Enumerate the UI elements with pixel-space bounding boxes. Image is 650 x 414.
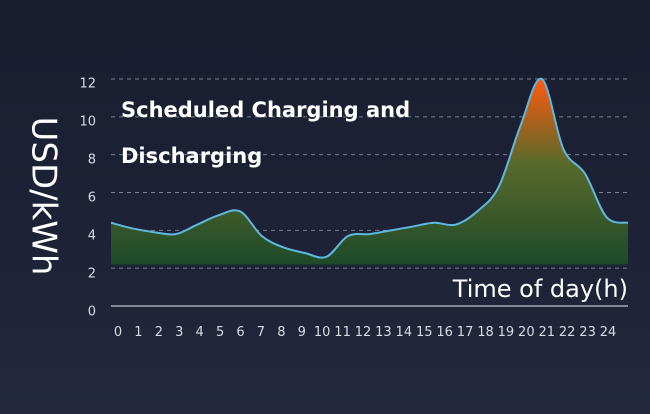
x-tick-label: 7 [257, 325, 265, 340]
x-tick-label: 17 [457, 325, 474, 340]
y-tick-labels: 0 2 4 6 8 10 12 [79, 77, 96, 320]
chart-title-line-1: Scheduled Charging and [121, 98, 410, 122]
y-axis-label: USD/kWh [24, 117, 64, 276]
y-tick-label: 0 [88, 305, 96, 320]
x-tick-label: 24 [600, 325, 617, 340]
x-tick-label: 2 [155, 325, 163, 340]
x-tick-label: 21 [538, 325, 555, 340]
x-tick-label: 16 [436, 325, 453, 340]
x-tick-label: 11 [334, 325, 351, 340]
x-tick-label: 1 [134, 325, 142, 340]
y-tick-label: 4 [88, 229, 96, 244]
x-tick-label: 20 [518, 325, 535, 340]
x-tick-label: 22 [559, 325, 576, 340]
x-tick-label: 5 [216, 325, 224, 340]
x-tick-labels: 0 1 2 3 4 5 6 7 8 9 10 11 12 13 14 15 16 17 18 19 20 21 22 23 24 [114, 325, 616, 340]
x-tick-label: 15 [416, 325, 433, 340]
x-tick-label: 4 [196, 325, 204, 340]
area-layer [110, 77, 629, 265]
x-tick-label: 13 [375, 325, 392, 340]
price-area-fill [111, 78, 628, 265]
x-tick-label: 14 [396, 325, 413, 340]
x-tick-label: 23 [579, 325, 596, 340]
y-tick-label: 2 [88, 267, 96, 282]
x-tick-label: 10 [314, 325, 331, 340]
x-tick-label: 8 [277, 325, 285, 340]
price-line [110, 77, 629, 259]
x-tick-label: 3 [175, 325, 183, 340]
x-tick-label: 19 [498, 325, 515, 340]
x-axis-label: Time of day(h) [452, 275, 628, 303]
y-tick-label: 10 [79, 115, 96, 130]
y-tick-label: 12 [79, 77, 96, 92]
x-tick-label: 18 [477, 325, 494, 340]
x-tick-label: 9 [298, 325, 306, 340]
y-tick-label: 8 [88, 153, 96, 168]
x-tick-label: 0 [114, 325, 122, 340]
x-tick-label: 6 [236, 325, 244, 340]
y-tick-label: 6 [88, 191, 96, 206]
chart-title-line-2: Discharging [121, 144, 262, 168]
grid-lines [111, 78, 628, 269]
x-tick-label: 12 [355, 325, 372, 340]
